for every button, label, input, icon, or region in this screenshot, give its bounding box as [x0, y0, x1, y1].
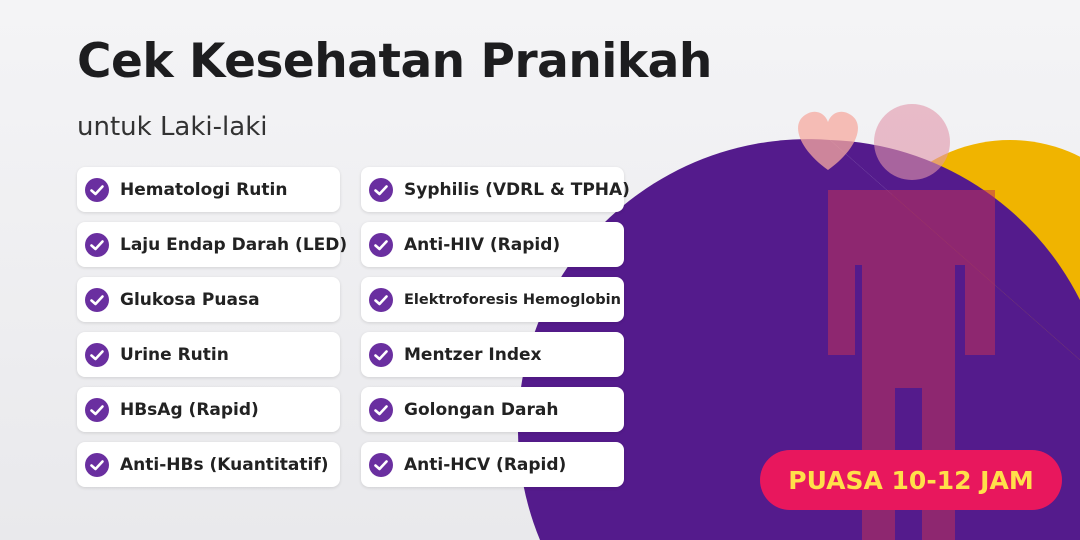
check-icon	[369, 342, 393, 367]
test-name: Laju Endap Darah (LED)	[120, 234, 348, 255]
test-item: Golongan Darah	[361, 387, 624, 432]
check-icon	[369, 177, 393, 202]
test-name: Urine Rutin	[120, 344, 229, 365]
test-item: Laju Endap Darah (LED)	[77, 222, 347, 267]
check-icon	[85, 232, 109, 257]
subtitle: untuk Laki-laki	[77, 112, 268, 142]
test-name: Anti-HCV (Rapid)	[404, 454, 567, 475]
test-item: Anti-HCV (Rapid)	[361, 442, 624, 487]
check-icon	[369, 397, 393, 422]
test-name: Anti-HBs (Kuantitatif)	[120, 454, 329, 475]
fasting-badge: PUASA 10-12 JAM	[760, 450, 1062, 510]
test-name: HBsAg (Rapid)	[120, 399, 259, 420]
heart	[798, 111, 858, 170]
figure-head	[874, 104, 950, 180]
test-item: Syphilis (VDRL & TPHA)	[361, 167, 630, 212]
test-item: Urine Rutin	[77, 332, 340, 377]
check-icon	[85, 397, 109, 422]
title: Cek Kesehatan Pranikah	[77, 34, 712, 89]
test-name: Syphilis (VDRL & TPHA)	[404, 179, 630, 200]
test-item: Hematologi Rutin	[77, 167, 340, 212]
check-icon	[85, 342, 109, 367]
test-name: Hematologi Rutin	[120, 179, 288, 200]
test-item: Anti-HIV (Rapid)	[361, 222, 624, 267]
test-item: HBsAg (Rapid)	[77, 387, 340, 432]
test-item: Elektroforesis Hemoglobin	[361, 277, 624, 322]
test-item: Anti-HBs (Kuantitatif)	[77, 442, 340, 487]
test-item: Mentzer Index	[361, 332, 624, 377]
check-icon	[85, 452, 109, 477]
test-item: Glukosa Puasa	[77, 277, 340, 322]
test-name: Elektroforesis Hemoglobin	[404, 291, 621, 308]
test-name: Glukosa Puasa	[120, 289, 260, 310]
check-icon	[369, 287, 393, 312]
test-name: Golongan Darah	[404, 399, 559, 420]
test-name: Mentzer Index	[404, 344, 542, 365]
check-icon	[369, 452, 393, 477]
check-icon	[369, 232, 393, 257]
test-name: Anti-HIV (Rapid)	[404, 234, 561, 255]
check-icon	[85, 177, 109, 202]
check-icon	[85, 287, 109, 312]
